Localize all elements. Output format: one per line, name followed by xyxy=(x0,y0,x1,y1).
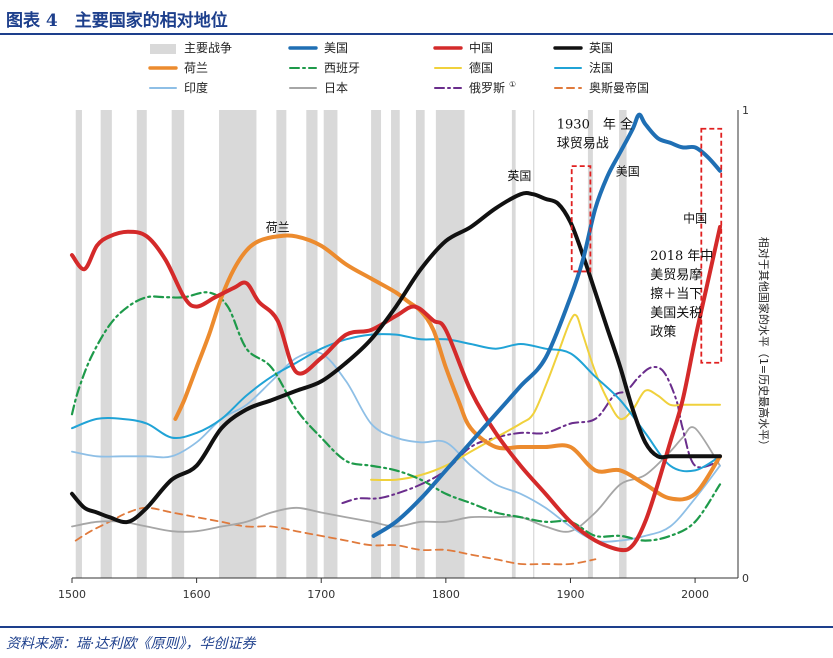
series-annotation-0: 荷兰 xyxy=(266,221,290,235)
y-tick-label-0: 0 xyxy=(742,572,749,585)
war-band-9 xyxy=(391,110,400,578)
legend-label-6: 德国 xyxy=(469,60,493,75)
highlight-boxes xyxy=(570,127,723,364)
war-band-8 xyxy=(371,110,382,578)
series-line-11 xyxy=(74,506,597,566)
series-line-8 xyxy=(71,350,721,543)
series-annotation-1: 英国 xyxy=(507,169,531,183)
x-tick-label-4: 1900 xyxy=(556,588,584,601)
callout-1: 2018 年中美贸易摩擦＋当下美国关税政策 xyxy=(650,249,713,340)
war-band-0 xyxy=(75,110,82,578)
series-line-10 xyxy=(341,366,721,505)
axes: 1500 1600 1700 1800 1900 2000 0 1 相对于其他国家的水平（1=历… xyxy=(58,104,771,601)
series-annotation-2: 美国 xyxy=(616,165,640,179)
trade-war-1930-box xyxy=(570,165,592,273)
x-tick-label-5: 2000 xyxy=(681,588,709,601)
callout-0: 1930 年 全球贸易战 xyxy=(557,117,633,152)
legend-label-7: 法国 xyxy=(589,61,613,75)
callout-1-line-1: 美贸易摩 xyxy=(650,267,702,283)
y-axis-title: 相对于其他国家的水平（1=历史最高水平） xyxy=(757,237,771,451)
war-band-1 xyxy=(100,110,112,578)
callout-0-line-1: 球贸易战 xyxy=(557,137,609,152)
war-band-5 xyxy=(276,110,287,578)
war-band-14 xyxy=(587,110,593,578)
legend-label-0: 主要战争 xyxy=(184,41,232,55)
series-line-3 xyxy=(70,191,722,525)
series-line-9 xyxy=(71,426,721,533)
callout-1-line-0: 2018 年中 xyxy=(650,249,713,264)
series-lines xyxy=(70,112,722,566)
series-line-7 xyxy=(71,333,721,473)
series-line-2 xyxy=(70,225,722,553)
war-band-4 xyxy=(219,110,257,578)
legend-label-3: 英国 xyxy=(589,41,613,55)
y-tick-label-1: 1 xyxy=(742,104,749,117)
war-band-13 xyxy=(533,110,535,578)
figure-title: 图表 4 主要国家的相对地位 xyxy=(6,11,228,31)
legend-label-5: 西班牙 xyxy=(324,61,360,75)
x-tick-label-0: 1500 xyxy=(58,588,86,601)
legend-swatch-0 xyxy=(150,44,176,54)
war-band-3 xyxy=(171,110,185,578)
title-rule xyxy=(0,33,833,35)
x-tick-label-2: 1700 xyxy=(307,588,335,601)
trade-war-2018-box xyxy=(700,127,723,364)
legend-label-2: 中国 xyxy=(469,40,493,55)
callout-1-line-3: 美国关税 xyxy=(650,306,702,321)
callout-1-line-2: 擦＋当下 xyxy=(650,287,702,302)
legend-footnote-mark: ① xyxy=(509,80,516,89)
legend-label-10: 俄罗斯 xyxy=(469,81,505,95)
legend-label-9: 日本 xyxy=(324,81,348,95)
callout-1-line-4: 政策 xyxy=(650,324,676,340)
source-note: 资料来源：瑞·达利欧《原则》，华创证券 xyxy=(6,636,256,652)
legend-label-1: 美国 xyxy=(324,41,348,55)
footer-rule xyxy=(0,626,833,628)
legend-label-4: 荷兰 xyxy=(184,61,208,75)
series-line-1 xyxy=(371,112,722,538)
war-band-15 xyxy=(619,110,627,578)
legend-label-8: 印度 xyxy=(184,80,208,95)
legend-label-11: 奥斯曼帝国 xyxy=(589,80,649,95)
x-tick-label-1: 1600 xyxy=(183,588,211,601)
war-band-6 xyxy=(306,110,318,578)
series-annotation-3: 中国 xyxy=(683,210,707,225)
war-band-2 xyxy=(136,110,147,578)
war-band-10 xyxy=(415,110,425,578)
series-line-5 xyxy=(70,291,722,542)
x-tick-label-3: 1800 xyxy=(432,588,460,601)
callout-0-line-0: 1930 年 全 xyxy=(557,117,633,133)
series-line-6 xyxy=(370,313,721,482)
